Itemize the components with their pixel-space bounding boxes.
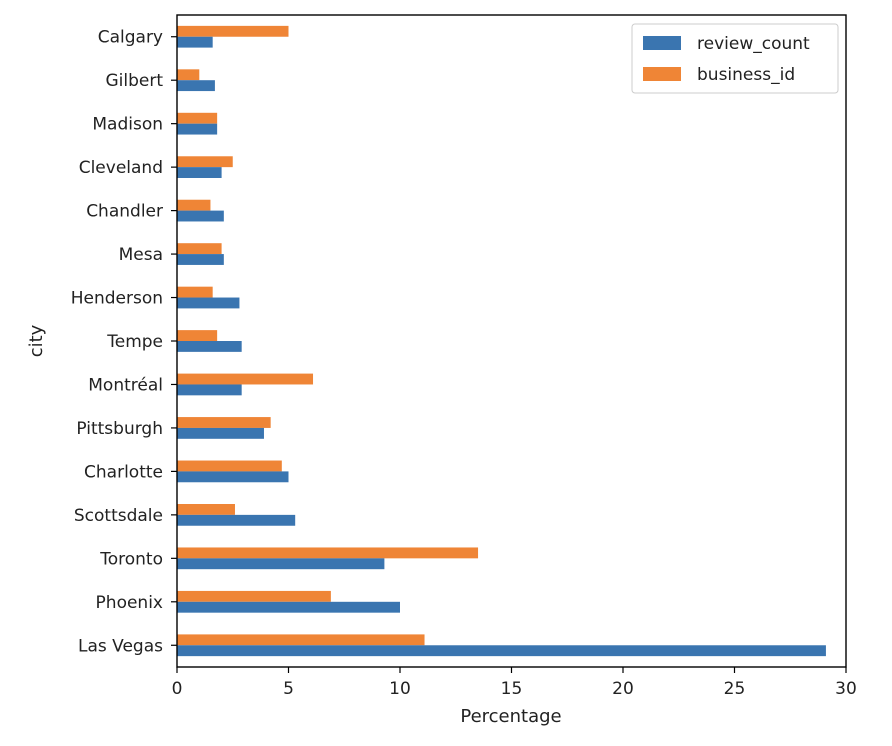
y-tick-label: Madison bbox=[92, 115, 163, 135]
bar-review-count-gilbert bbox=[177, 80, 215, 92]
y-tick-label: Toronto bbox=[99, 549, 163, 569]
legend: review_count business_id bbox=[631, 23, 839, 94]
bar-business-id-mesa bbox=[177, 243, 222, 255]
bar-business-id-las-vegas bbox=[177, 634, 425, 646]
bar-business-id-scottsdale bbox=[177, 504, 235, 515]
y-tick-label: Charlotte bbox=[84, 462, 163, 482]
bar-business-id-montreal bbox=[177, 373, 314, 385]
bar-business-id-phoenix bbox=[177, 590, 331, 602]
bar-review-count-chandler bbox=[177, 210, 224, 222]
x-tick-label: 15 bbox=[501, 679, 523, 699]
y-tick-label: Pittsburgh bbox=[76, 419, 163, 439]
y-tick-label: Las Vegas bbox=[78, 636, 163, 656]
bar-business-id-gilbert bbox=[177, 69, 200, 81]
x-tick-label: 30 bbox=[835, 679, 857, 699]
legend-frame bbox=[631, 23, 839, 94]
x-tick-label: 25 bbox=[724, 679, 746, 699]
y-tick-label: Scottsdale bbox=[74, 506, 163, 526]
legend-swatch-review-count bbox=[643, 36, 681, 50]
bar-review-count-charlotte bbox=[177, 471, 289, 483]
bar-review-count-madison bbox=[177, 123, 218, 135]
bar-review-count-tempe bbox=[177, 341, 242, 352]
x-tick-label: 10 bbox=[389, 679, 411, 699]
bar-business-id-calgary bbox=[177, 25, 289, 37]
bar-review-count-pittsburgh bbox=[177, 427, 264, 439]
bar-review-count-scottsdale bbox=[177, 514, 296, 526]
bar-business-id-cleveland bbox=[177, 156, 233, 168]
x-tick-label: 0 bbox=[172, 679, 183, 699]
bar-review-count-henderson bbox=[177, 297, 240, 309]
y-tick-label: Phoenix bbox=[96, 593, 163, 613]
bars-layer bbox=[177, 25, 826, 657]
bar-review-count-toronto bbox=[177, 558, 385, 570]
y-tick-label: Chandler bbox=[86, 202, 163, 222]
bar-business-id-tempe bbox=[177, 330, 218, 341]
bar-business-id-chandler bbox=[177, 199, 211, 211]
y-axis-label: city bbox=[26, 324, 47, 357]
y-tick-label: Tempe bbox=[106, 332, 163, 352]
bar-review-count-phoenix bbox=[177, 601, 400, 613]
x-tick-label: 5 bbox=[283, 679, 294, 699]
bar-business-id-pittsburgh bbox=[177, 417, 271, 428]
y-tick-label: Montréal bbox=[88, 375, 163, 395]
bar-review-count-mesa bbox=[177, 254, 224, 265]
bar-review-count-cleveland bbox=[177, 167, 222, 178]
bar-review-count-montreal bbox=[177, 384, 242, 396]
y-tick-label: Calgary bbox=[98, 28, 163, 48]
bar-business-id-toronto bbox=[177, 547, 479, 559]
x-tick-label: 20 bbox=[612, 679, 634, 699]
x-axis-label: Percentage bbox=[460, 706, 561, 727]
y-tick-label: Mesa bbox=[119, 245, 163, 265]
bar-review-count-las-vegas bbox=[177, 645, 826, 657]
legend-label-business-id: business_id bbox=[697, 65, 795, 85]
bar-business-id-henderson bbox=[177, 286, 213, 298]
y-axis: Calgary Gilbert Madison Cleveland Chandler Me… bbox=[71, 28, 177, 656]
bar-business-id-charlotte bbox=[177, 460, 282, 472]
y-tick-label: Gilbert bbox=[105, 71, 163, 91]
legend-label-review-count: review_count bbox=[697, 34, 810, 54]
y-tick-label: Henderson bbox=[71, 289, 163, 309]
x-axis: 0 5 10 15 20 25 30 bbox=[172, 667, 857, 699]
bar-business-id-madison bbox=[177, 112, 218, 124]
y-tick-label: Cleveland bbox=[79, 158, 163, 178]
bar-review-count-calgary bbox=[177, 36, 213, 48]
legend-swatch-business-id bbox=[643, 67, 681, 81]
